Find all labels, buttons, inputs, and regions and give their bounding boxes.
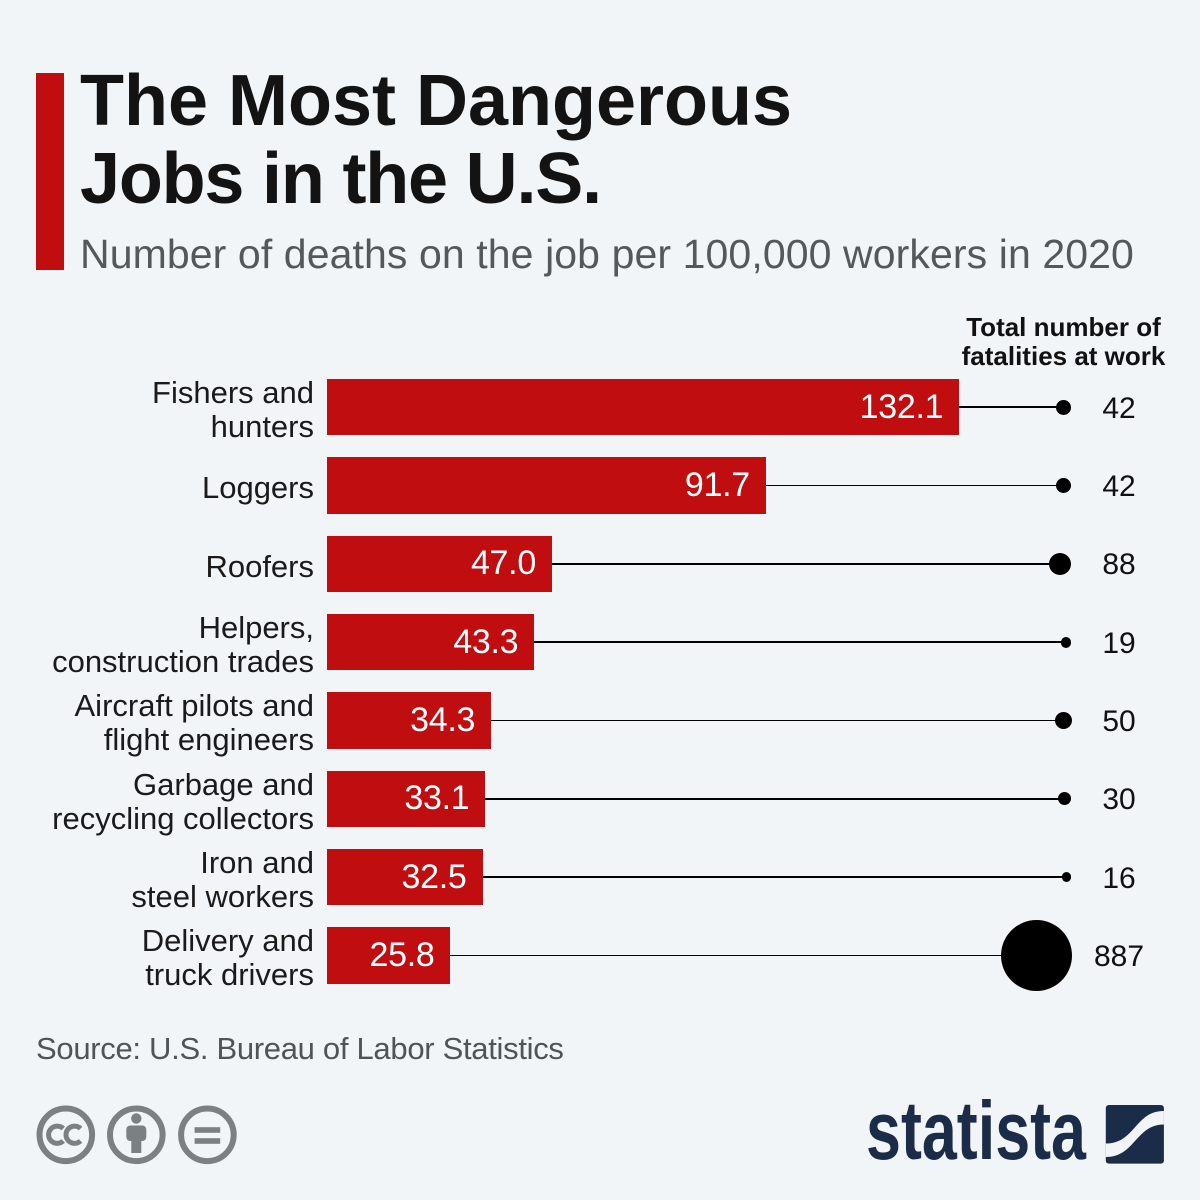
svg-text:statista: statista — [866, 1090, 1087, 1175]
